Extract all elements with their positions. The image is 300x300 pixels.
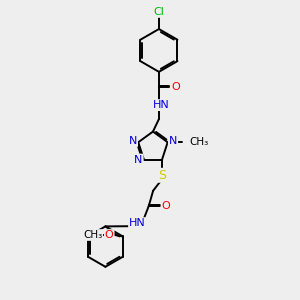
Text: N: N <box>129 136 137 146</box>
Text: O: O <box>171 82 180 92</box>
Text: S: S <box>158 169 166 182</box>
Text: CH₃: CH₃ <box>190 137 209 147</box>
Text: Cl: Cl <box>154 7 164 17</box>
Text: O: O <box>161 201 170 211</box>
Text: HN: HN <box>153 100 170 110</box>
Text: CH₃: CH₃ <box>83 230 102 240</box>
Text: HN: HN <box>129 218 146 228</box>
Text: O: O <box>105 230 114 240</box>
Text: N: N <box>134 154 143 164</box>
Text: N: N <box>169 136 177 146</box>
